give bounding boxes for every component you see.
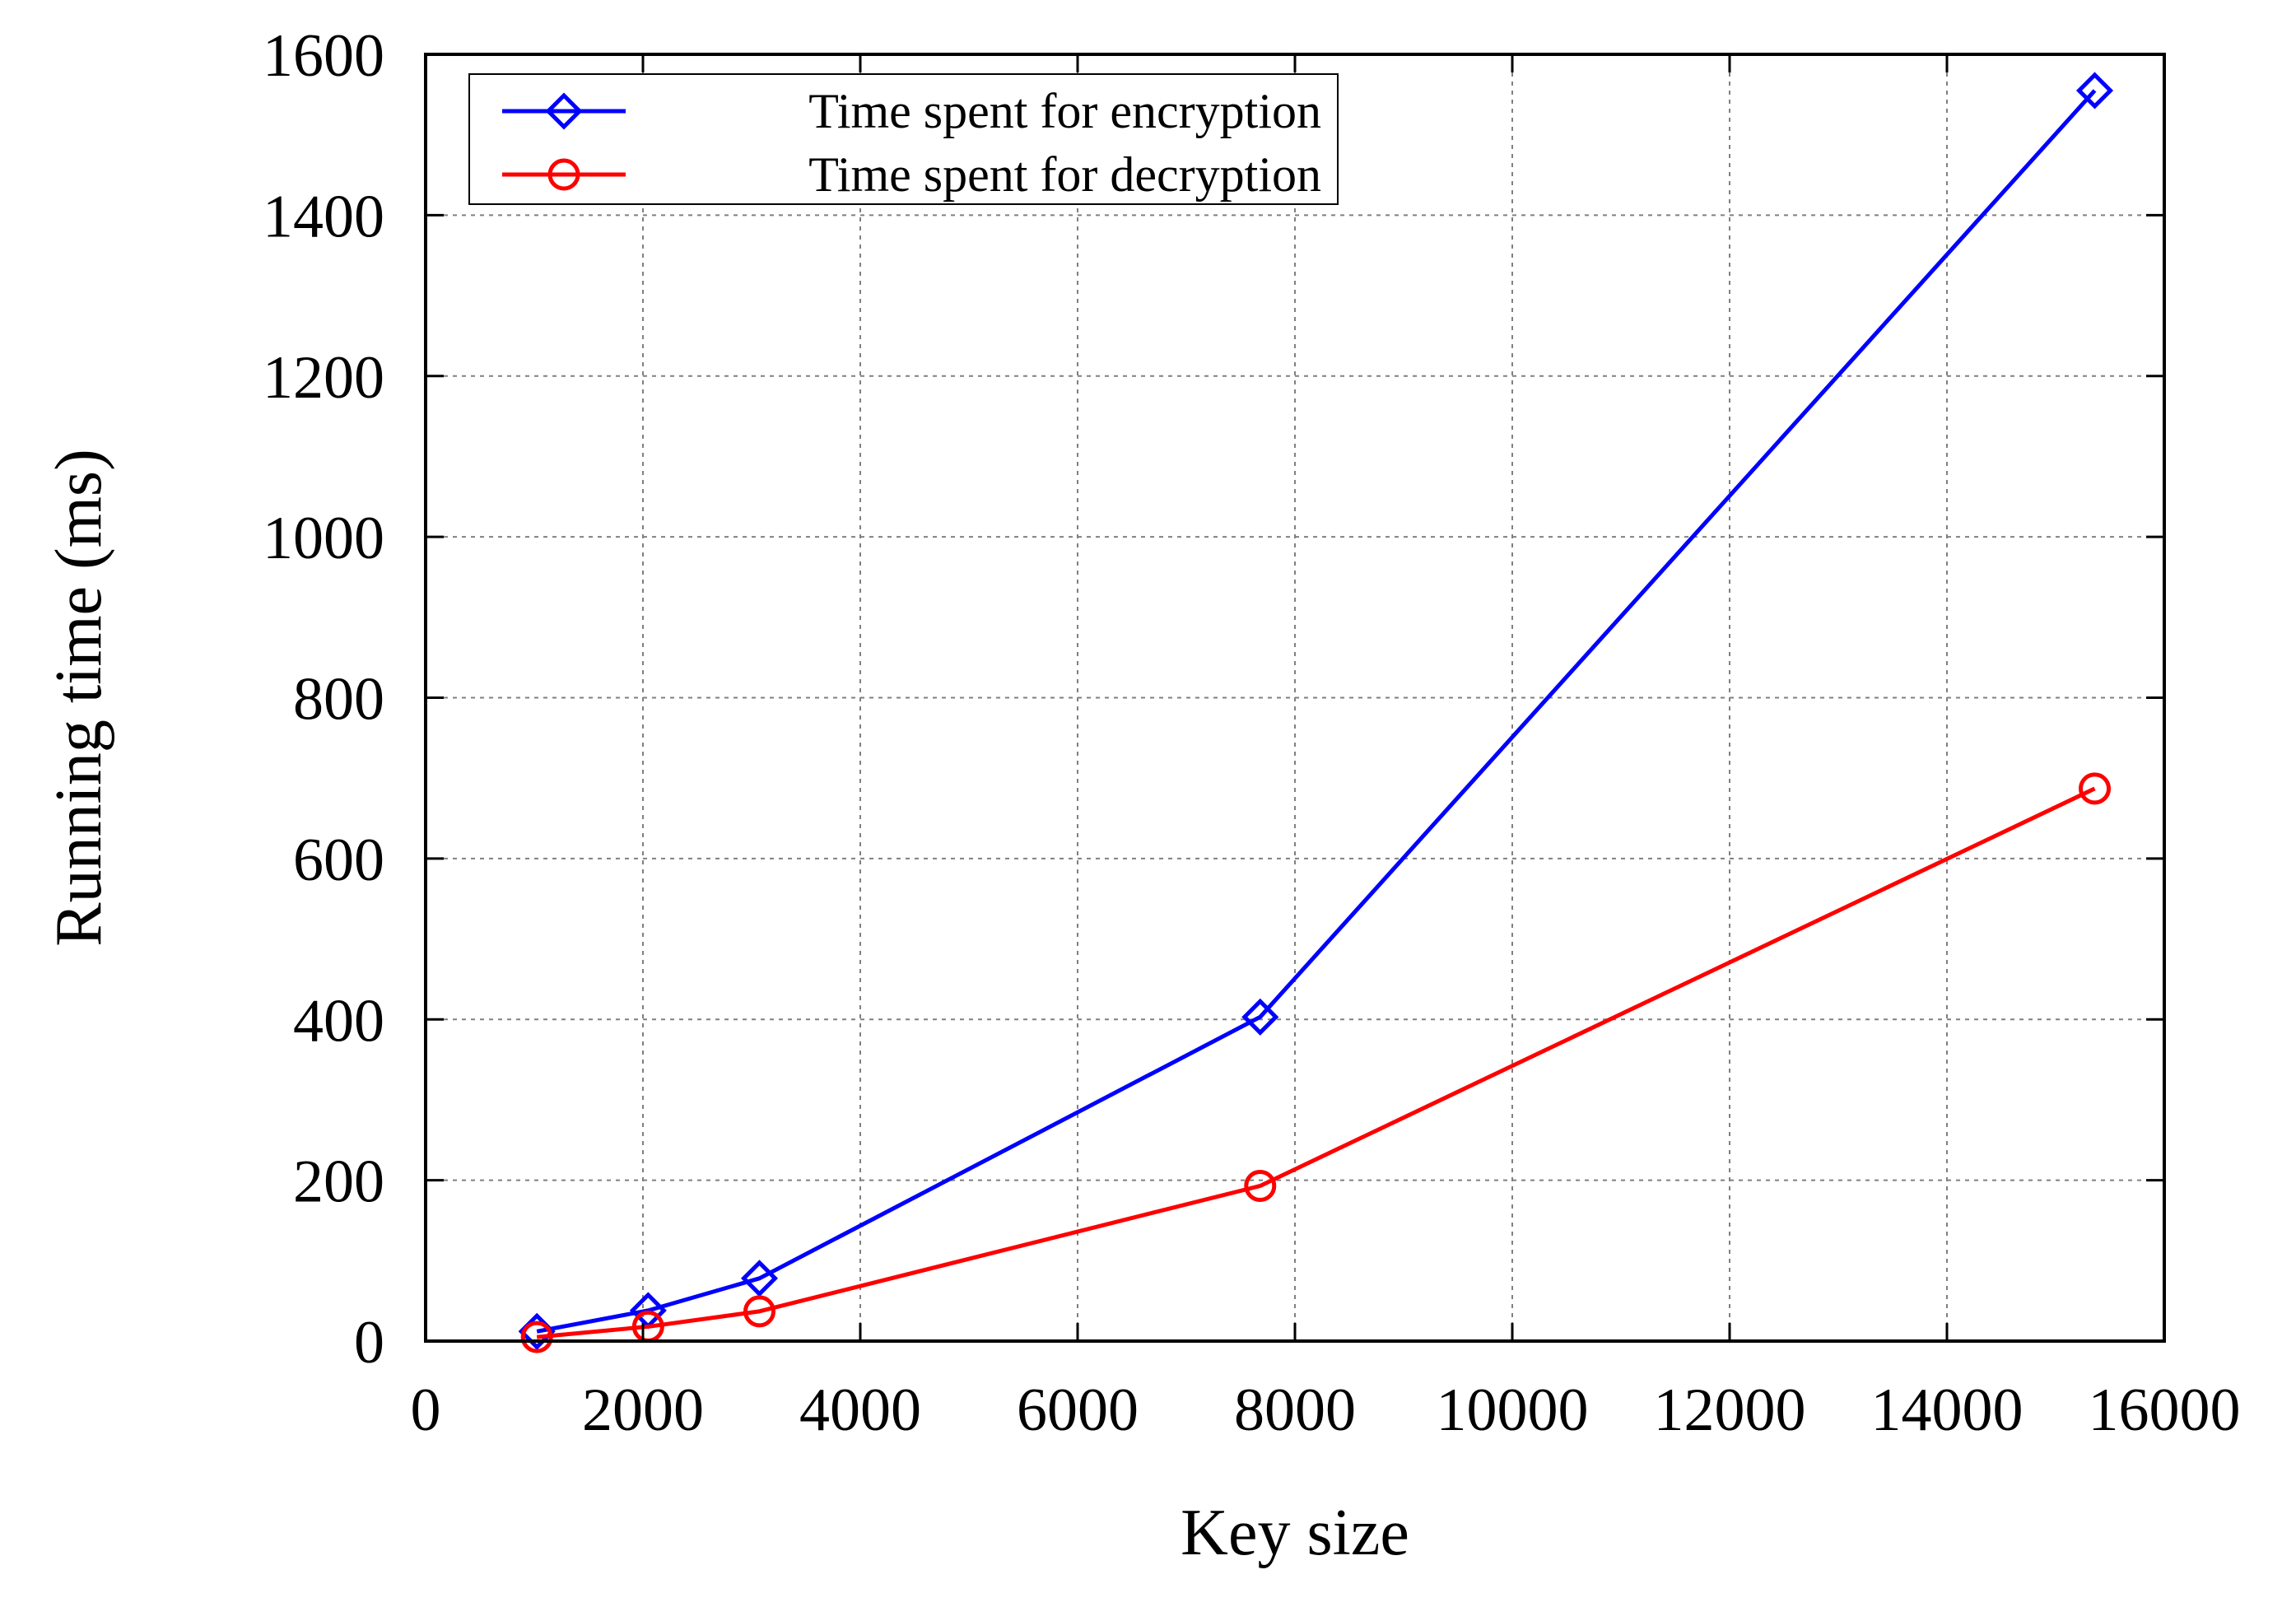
data-point bbox=[1244, 1169, 1277, 1202]
series-layer bbox=[518, 72, 2114, 1353]
data-point bbox=[1241, 998, 1279, 1036]
y-tick-label: 1400 bbox=[263, 183, 384, 250]
data-point bbox=[743, 1295, 776, 1328]
x-axis-title: Key size bbox=[1181, 1497, 1409, 1569]
legend: Time spent for encryption Time spent for… bbox=[468, 73, 1339, 205]
legend-marker-encryption bbox=[545, 92, 583, 130]
x-tick-label: 6000 bbox=[1017, 1376, 1139, 1444]
axis-ticks bbox=[424, 53, 2166, 1343]
series-line bbox=[536, 89, 2097, 1334]
legend-entry-decryption: Time spent for decryption bbox=[502, 147, 1321, 202]
legend-marker-decryption bbox=[547, 158, 580, 191]
y-tick-label: 1000 bbox=[263, 505, 384, 572]
y-tick-label: 0 bbox=[354, 1309, 384, 1376]
x-tick-label: 10000 bbox=[1437, 1376, 1589, 1444]
tick-labels: 0 2000 4000 6000 8000 10000 12000 14000 16000 0 20… bbox=[263, 22, 2241, 1444]
y-tick-label: 600 bbox=[293, 827, 384, 894]
series-encryption bbox=[518, 72, 2114, 1350]
x-tick-label: 0 bbox=[411, 1376, 441, 1444]
y-tick-label: 1600 bbox=[263, 22, 384, 90]
y-tick-label: 400 bbox=[293, 987, 384, 1055]
x-tick-label: 16000 bbox=[2089, 1376, 2241, 1444]
x-tick-label: 4000 bbox=[799, 1376, 921, 1444]
x-tick-label: 12000 bbox=[1654, 1376, 1806, 1444]
data-point bbox=[520, 1321, 553, 1353]
legend-label-decryption: Time spent for decryption bbox=[808, 147, 1321, 202]
y-tick-label: 800 bbox=[293, 666, 384, 734]
x-tick-label: 8000 bbox=[1234, 1376, 1356, 1444]
legend-entry-encryption: Time spent for encryption bbox=[502, 84, 1321, 138]
grid bbox=[426, 54, 2164, 1341]
x-tick-label: 2000 bbox=[582, 1376, 704, 1444]
data-point bbox=[2079, 772, 2112, 805]
series-line bbox=[536, 786, 2096, 1339]
legend-label-encryption: Time spent for encryption bbox=[808, 84, 1321, 138]
legend-box bbox=[468, 73, 1339, 205]
data-point bbox=[740, 1260, 779, 1297]
y-axis-title: Running time (ms) bbox=[43, 449, 115, 946]
x-tick-label: 14000 bbox=[1871, 1376, 2024, 1444]
y-tick-label: 200 bbox=[293, 1148, 384, 1216]
data-point bbox=[2075, 72, 2114, 109]
y-tick-label: 1200 bbox=[263, 344, 384, 412]
